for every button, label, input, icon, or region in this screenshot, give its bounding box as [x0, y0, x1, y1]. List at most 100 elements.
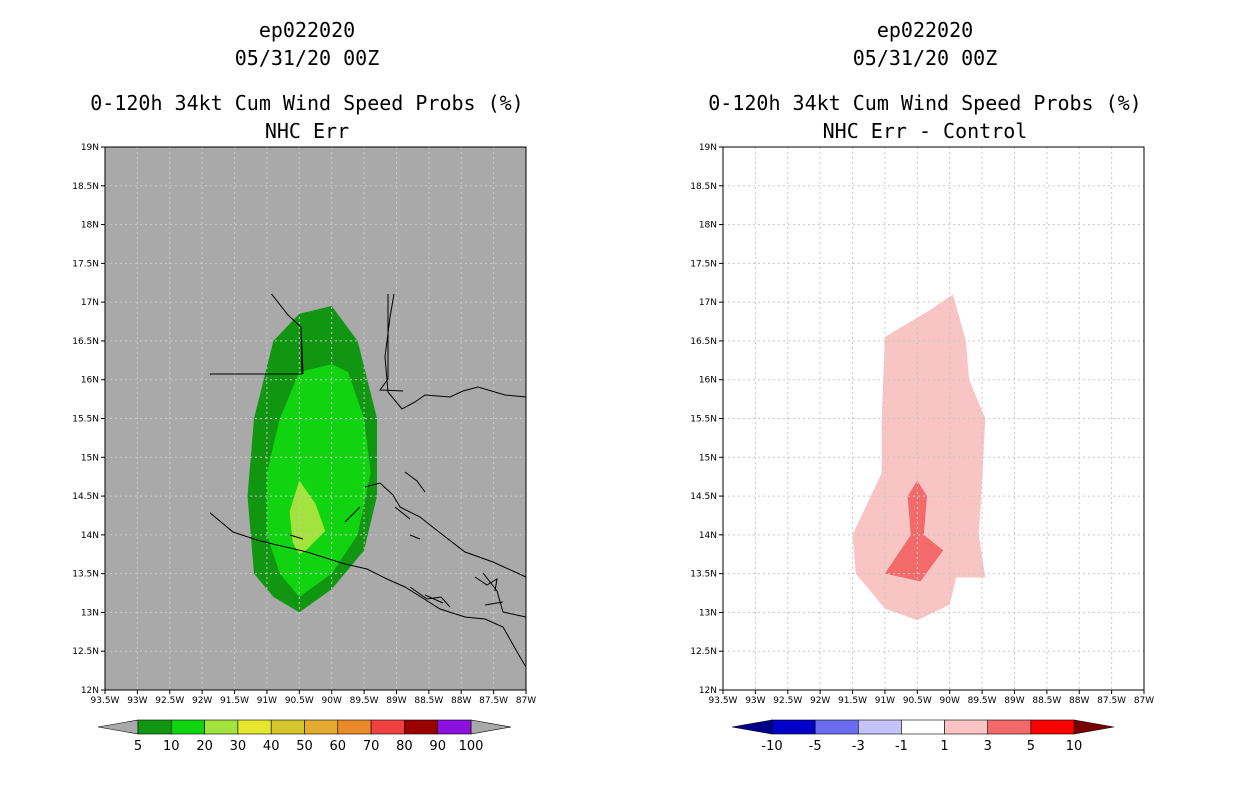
right-colorbar-label: -10	[761, 739, 782, 754]
left-coastlines-borders	[210, 294, 527, 668]
left-colorbar-swatch	[337, 719, 372, 735]
right-colorbar-swatch	[944, 719, 989, 735]
left-colorbar-low-arrow	[97, 719, 139, 735]
right-grid-lines	[723, 147, 1144, 690]
left-x-tick-label: 92.5W	[155, 696, 184, 706]
left-title-product: 0-120h 34kt Cum Wind Speed Probs (%)	[90, 91, 523, 115]
right-axis-ticks: 93.5W 93W 92.5W 92W 91.5W 91W 90.5W 90W 89.5W 89W…	[690, 143, 1154, 706]
right-x-tick-label: 91.5W	[838, 696, 867, 706]
right-x-tick-label: 93.5W	[709, 696, 738, 706]
right-y-tick-label: 18.5N	[690, 182, 717, 192]
left-y-tick-label: 19N	[81, 143, 99, 153]
right-colorbar-label: 1	[940, 739, 948, 754]
left-colorbar-swatch	[304, 719, 339, 735]
right-x-tick-label: 89W	[1004, 696, 1024, 706]
right-colorbar-label: 5	[1027, 739, 1035, 754]
left-y-tick-label: 15.5N	[72, 415, 99, 425]
right-y-tick-label: 14N	[699, 531, 717, 541]
left-colorbar-label: 70	[363, 739, 380, 754]
right-y-tick-label: 17N	[699, 298, 717, 308]
left-y-tick-label: 14N	[81, 531, 99, 541]
left-y-tick-label: 15N	[81, 453, 99, 463]
right-y-tick-label: 13.5N	[690, 570, 717, 580]
right-colorbar-swatch	[814, 719, 859, 735]
right-colorbar: -10 -5 -3 -1 1 3 5 10	[731, 719, 1115, 754]
left-x-tick-label: 87.5W	[479, 696, 508, 706]
right-title-experiment: NHC Err - Control	[823, 119, 1028, 143]
right-title-product: 0-120h 34kt Cum Wind Speed Probs (%)	[708, 91, 1141, 115]
left-colorbar: 5 10 20 30 40 50 60 70 80 90 100	[97, 719, 512, 754]
left-y-tick-label: 12.5N	[72, 647, 99, 657]
left-colorbar-swatch	[204, 719, 239, 735]
right-colorbar-swatch	[901, 719, 945, 735]
left-y-tick-label: 17.5N	[72, 259, 99, 269]
left-x-tick-label: 87W	[516, 696, 536, 706]
left-colorbar-swatch	[270, 719, 305, 735]
panel-left: ep022020 05/31/20 00Z 0-120h 34kt Cum Wi…	[72, 18, 536, 754]
left-colorbar-swatch	[404, 719, 438, 735]
left-x-tick-label: 91.5W	[220, 696, 249, 706]
right-colorbar-swatch	[857, 719, 902, 735]
left-y-tick-label: 13.5N	[72, 570, 99, 580]
right-x-tick-label: 92.5W	[773, 696, 802, 706]
left-colorbar-swatch	[137, 719, 172, 735]
left-y-tick-label: 18.5N	[72, 182, 99, 192]
right-y-tick-label: 18N	[699, 221, 717, 231]
panel-right: ep022020 05/31/20 00Z 0-120h 34kt Cum Wi…	[690, 18, 1154, 754]
right-y-tick-label: 12.5N	[690, 647, 717, 657]
left-x-tick-label: 92W	[192, 696, 212, 706]
left-x-tick-label: 89.5W	[350, 696, 379, 706]
left-grid-lines	[105, 147, 526, 690]
right-colorbar-label: -1	[895, 739, 908, 754]
left-colorbar-label: 5	[134, 739, 142, 754]
right-y-tick-label: 14.5N	[690, 492, 717, 502]
left-x-tick-label: 88W	[451, 696, 471, 706]
left-y-tick-label: 17N	[81, 298, 99, 308]
left-x-tick-label: 93W	[127, 696, 147, 706]
right-title-storm-id: ep022020	[877, 18, 973, 42]
left-colorbar-label: 90	[429, 739, 446, 754]
left-x-tick-label: 88.5W	[414, 696, 443, 706]
right-x-tick-label: 91W	[875, 696, 895, 706]
right-y-tick-label: 15.5N	[690, 415, 717, 425]
right-x-tick-label: 88.5W	[1032, 696, 1061, 706]
left-contour-20-30	[289, 480, 326, 555]
left-x-tick-label: 90W	[322, 696, 342, 706]
right-x-tick-label: 87.5W	[1097, 696, 1126, 706]
right-x-tick-label: 92W	[810, 696, 830, 706]
right-y-tick-label: 12N	[699, 686, 717, 696]
left-x-tick-label: 91W	[257, 696, 277, 706]
left-y-tick-label: 12N	[81, 686, 99, 696]
left-title-storm-id: ep022020	[259, 18, 355, 42]
left-colorbar-label: 80	[396, 739, 413, 754]
left-y-tick-label: 14.5N	[72, 492, 99, 502]
left-x-tick-label: 89W	[386, 696, 406, 706]
right-x-tick-label: 90W	[940, 696, 960, 706]
left-colorbar-label: 30	[230, 739, 247, 754]
right-x-tick-label: 93W	[745, 696, 765, 706]
right-colorbar-swatch	[987, 719, 1032, 735]
right-y-tick-label: 19N	[699, 143, 717, 153]
left-y-tick-label: 16N	[81, 376, 99, 386]
left-y-tick-label: 18N	[81, 221, 99, 231]
right-contour-3-5	[884, 480, 944, 582]
right-x-tick-label: 89.5W	[968, 696, 997, 706]
left-y-tick-label: 13N	[81, 608, 99, 618]
left-colorbar-label: 10	[163, 739, 180, 754]
left-colorbar-swatch	[237, 719, 272, 735]
right-x-tick-label: 87W	[1134, 696, 1154, 706]
right-colorbar-label: -3	[852, 739, 865, 754]
left-colorbar-high-arrow	[470, 719, 512, 735]
left-colorbar-swatch	[370, 719, 405, 735]
right-y-tick-label: 16.5N	[690, 337, 717, 347]
right-colorbar-label: 3	[984, 739, 992, 754]
left-colorbar-swatch	[171, 719, 205, 735]
left-colorbar-label: 40	[263, 739, 280, 754]
right-y-tick-label: 16N	[699, 376, 717, 386]
left-colorbar-label: 20	[196, 739, 213, 754]
left-colorbar-label: 60	[330, 739, 347, 754]
right-colorbar-label: 10	[1066, 739, 1083, 754]
left-y-tick-label: 16.5N	[72, 337, 99, 347]
left-x-tick-label: 93.5W	[91, 696, 120, 706]
